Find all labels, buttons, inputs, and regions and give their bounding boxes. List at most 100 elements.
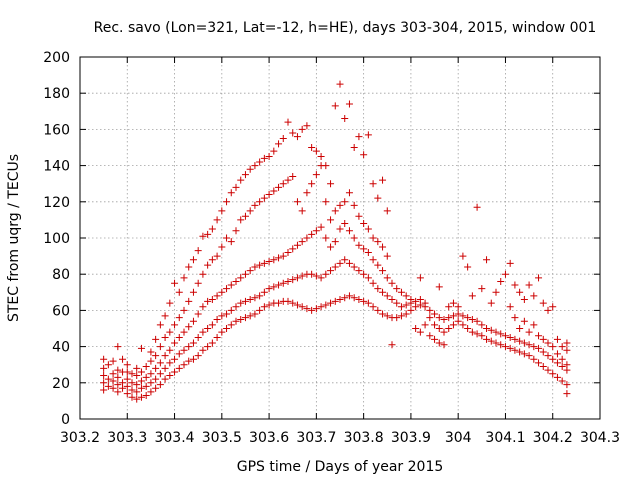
data-point (511, 335, 519, 343)
data-point (246, 267, 254, 275)
data-point (123, 382, 131, 390)
data-point (355, 241, 363, 249)
data-point (454, 303, 462, 311)
data-point (341, 220, 349, 228)
data-point (563, 346, 571, 354)
data-point (180, 306, 188, 314)
data-point (322, 270, 330, 278)
data-point (369, 234, 377, 242)
data-point (317, 223, 325, 231)
data-point (303, 305, 311, 313)
data-point (199, 232, 207, 240)
data-point (241, 212, 249, 220)
data-point (270, 187, 278, 195)
data-point (369, 303, 377, 311)
data-point (147, 348, 155, 356)
data-point (241, 171, 249, 179)
data-point (327, 216, 335, 224)
data-point (166, 328, 174, 336)
y-tick-label: 120 (43, 195, 70, 211)
data-point (147, 379, 155, 387)
data-point (166, 299, 174, 307)
data-point (412, 297, 420, 305)
data-point (312, 272, 320, 280)
data-point (345, 259, 353, 267)
data-point (237, 299, 245, 307)
data-point (360, 220, 368, 228)
data-point (284, 277, 292, 285)
y-tick-label: 0 (61, 412, 70, 428)
data-point (530, 343, 538, 351)
plot-frame (79, 56, 601, 420)
data-point (161, 364, 169, 372)
data-point (549, 370, 557, 378)
data-point (223, 234, 231, 242)
data-point (156, 359, 164, 367)
data-point (232, 317, 240, 325)
data-point (293, 198, 301, 206)
data-point (322, 234, 330, 242)
data-point (133, 381, 141, 389)
data-point (336, 225, 344, 233)
data-point (331, 102, 339, 110)
data-point (383, 207, 391, 215)
data-point (133, 364, 141, 372)
data-point (535, 344, 543, 352)
data-point (364, 225, 372, 233)
data-point (445, 325, 453, 332)
data-point (492, 288, 500, 296)
data-point (440, 315, 448, 323)
data-point (180, 328, 188, 336)
data-point (303, 122, 311, 130)
data-point (468, 328, 476, 336)
data-point (464, 314, 472, 322)
data-point (218, 243, 226, 251)
data-point (374, 306, 382, 314)
data-point (350, 294, 358, 302)
data-point (147, 388, 155, 396)
data-point (364, 274, 372, 282)
data-point (506, 334, 514, 342)
data-point (374, 238, 382, 246)
data-point (350, 234, 358, 242)
data-point (369, 279, 377, 287)
data-point (237, 315, 245, 323)
x-tick-label: 303.6 (249, 430, 289, 446)
data-point (284, 118, 292, 126)
data-point (265, 191, 273, 199)
data-point (256, 306, 264, 314)
data-point (544, 366, 552, 374)
data-point (379, 288, 387, 296)
data-point (128, 370, 136, 378)
data-point (407, 296, 415, 304)
data-point (487, 299, 495, 307)
data-point (213, 315, 221, 323)
data-point (449, 299, 457, 307)
data-point (204, 261, 212, 269)
data-point (241, 270, 249, 278)
data-point (199, 328, 207, 336)
y-tick-label: 100 (43, 231, 70, 247)
data-point (161, 312, 169, 320)
data-point (114, 381, 122, 389)
data-point (558, 377, 566, 385)
data-point (137, 384, 145, 392)
data-point (563, 381, 571, 389)
x-axis-title: GPS time / Days of year 2015 (237, 459, 444, 475)
data-point (265, 285, 273, 293)
data-point (431, 310, 439, 318)
data-point (341, 294, 349, 302)
data-point (199, 346, 207, 354)
y-tick-label: 80 (52, 267, 70, 283)
data-point (492, 328, 500, 336)
y-tick-label: 200 (43, 50, 70, 66)
x-tick-label: 303.9 (391, 430, 431, 446)
data-point (421, 299, 429, 307)
y-axis-title: STEC from uqrg / TECUs (6, 154, 22, 322)
data-point (208, 339, 216, 347)
data-point (501, 343, 509, 351)
data-point (308, 180, 316, 188)
data-point (284, 176, 292, 184)
data-point (431, 321, 439, 329)
data-point (100, 355, 108, 363)
